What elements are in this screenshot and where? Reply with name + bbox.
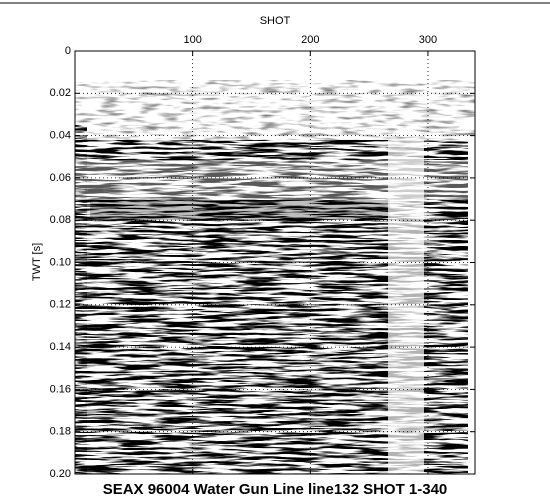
y-tick-label: 0.08	[50, 214, 71, 226]
y-tick-label: 0.04	[50, 130, 71, 142]
plot-frame	[74, 50, 476, 475]
x-tick-label: 300	[419, 34, 437, 46]
x-axis-label: SHOT	[260, 15, 291, 27]
y-axis-label: TWT [s]	[31, 243, 43, 281]
y-tick-label: 0.02	[50, 87, 71, 99]
y-tick-label: 0.06	[50, 172, 71, 184]
y-tick-label: 0.12	[50, 299, 71, 311]
y-tick-label: 0.18	[50, 426, 71, 438]
y-tick-label: 0.14	[50, 341, 71, 353]
y-tick-label: 0.16	[50, 383, 71, 395]
seismic-image	[75, 51, 475, 474]
y-tick-label: 0	[65, 45, 71, 57]
x-tick-label: 200	[301, 34, 319, 46]
y-tick-label: 0.10	[50, 256, 71, 268]
y-tick-label: 0.20	[50, 468, 71, 480]
x-tick-label: 100	[183, 34, 201, 46]
chart-title: SEAX 96004 Water Gun Line line132 SHOT 1…	[103, 481, 448, 498]
